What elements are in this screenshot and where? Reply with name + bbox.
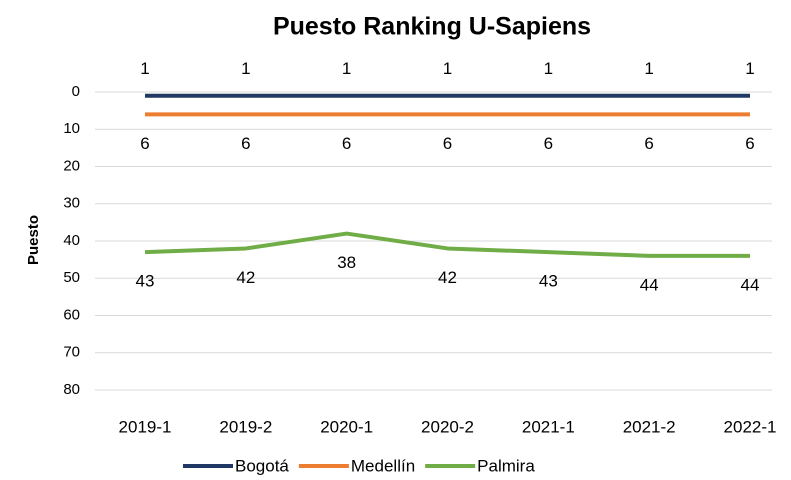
data-label: 1 (140, 59, 149, 78)
data-label: 43 (539, 272, 558, 291)
y-tick-label: 10 (63, 120, 80, 137)
data-label: 6 (140, 134, 149, 153)
data-label: 44 (640, 275, 659, 294)
data-label: 42 (236, 268, 255, 287)
x-tick-label: 2021-1 (522, 417, 575, 436)
x-tick-label: 2020-2 (421, 417, 474, 436)
y-tick-label: 70 (63, 344, 80, 361)
data-label: 42 (438, 268, 457, 287)
data-label: 1 (745, 59, 754, 78)
y-tick-label: 0 (72, 83, 80, 100)
y-tick-label: 40 (63, 232, 80, 249)
data-label: 1 (544, 59, 553, 78)
data-label: 6 (443, 134, 452, 153)
chart-title: Puesto Ranking U-Sapiens (273, 13, 591, 41)
data-label: 1 (443, 59, 452, 78)
x-tick-label: 2019-2 (219, 417, 272, 436)
y-tick-label: 80 (63, 381, 80, 398)
legend-label: Bogotá (235, 456, 289, 475)
data-label: 6 (745, 134, 754, 153)
y-tick-label: 30 (63, 195, 80, 212)
legend-label: Palmira (477, 456, 535, 475)
data-label: 6 (342, 134, 351, 153)
data-label: 6 (544, 134, 553, 153)
y-tick-label: 20 (63, 157, 80, 174)
legend-label: Medellín (351, 456, 415, 475)
data-label: 1 (342, 59, 351, 78)
series-line (144, 231, 750, 258)
y-tick-label: 60 (63, 306, 80, 323)
data-label: 6 (644, 134, 653, 153)
data-label: 44 (741, 275, 760, 294)
x-tick-label: 2022-1 (724, 417, 777, 436)
y-tick-label: 50 (63, 269, 80, 286)
x-tick-label: 2021-2 (623, 417, 676, 436)
data-label: 38 (337, 253, 356, 272)
x-tick-label: 2020-1 (320, 417, 373, 436)
x-tick-label: 2019-1 (119, 417, 172, 436)
y-axis-title: Puesto (25, 215, 42, 265)
data-label: 1 (644, 59, 653, 78)
data-label: 1 (241, 59, 250, 78)
data-label: 43 (136, 272, 155, 291)
data-label: 6 (241, 134, 250, 153)
